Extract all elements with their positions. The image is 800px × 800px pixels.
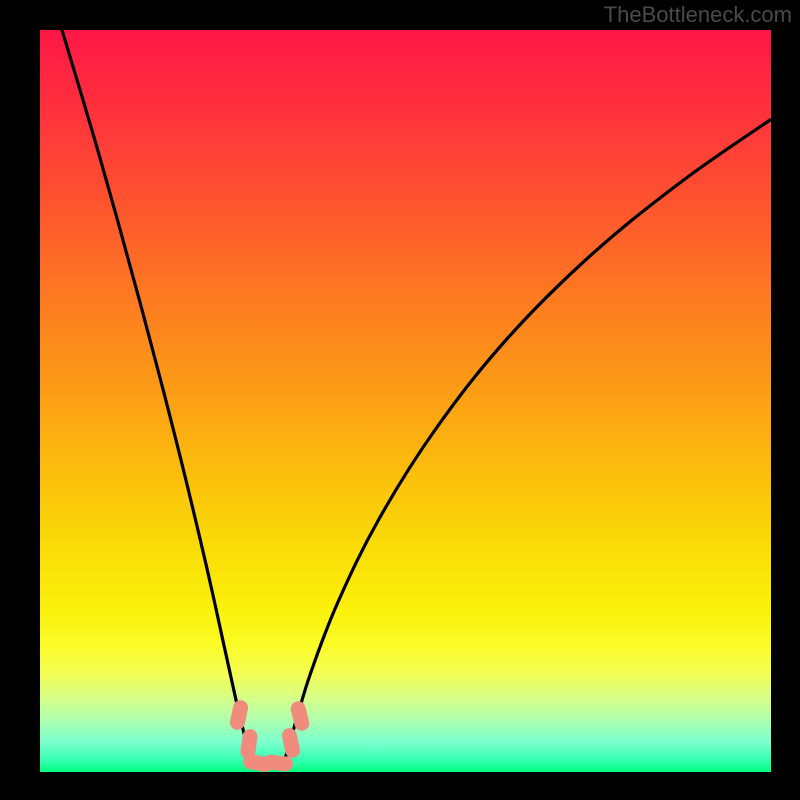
chart-container: TheBottleneck.com xyxy=(0,0,800,800)
chart-background xyxy=(40,30,771,772)
bottleneck-chart xyxy=(0,0,800,800)
watermark-text: TheBottleneck.com xyxy=(604,2,792,28)
